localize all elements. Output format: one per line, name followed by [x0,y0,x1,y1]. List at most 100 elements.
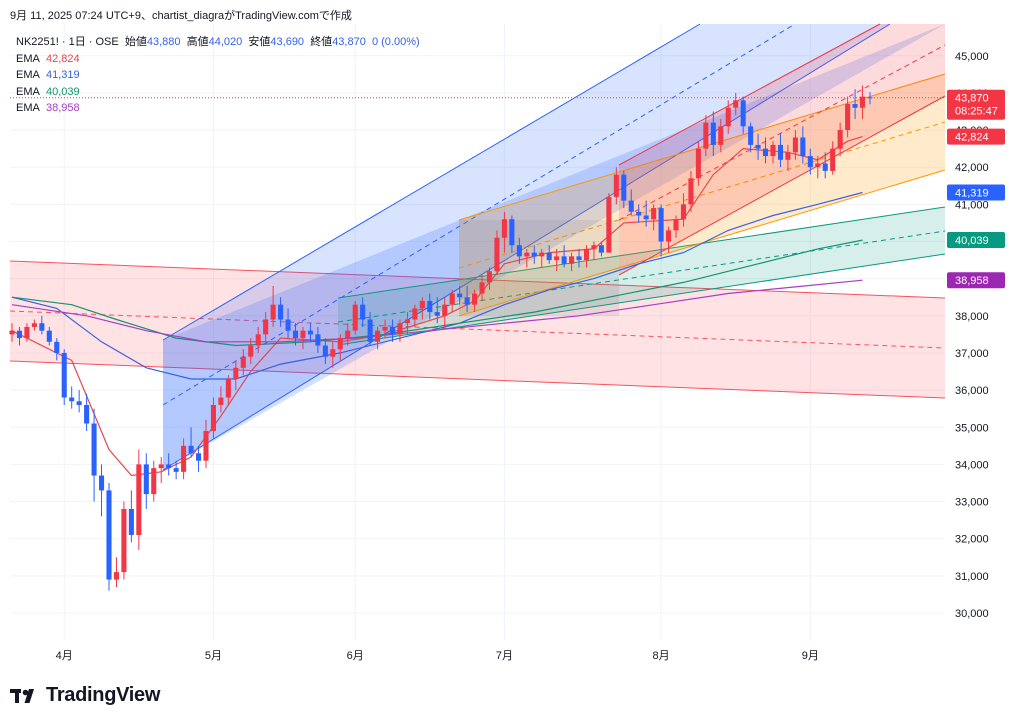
last-price-tag-bg [947,89,1005,120]
candle [725,100,731,134]
candle [54,338,60,361]
candle [860,85,866,119]
ema-row-3[interactable]: EMA 40,039 [16,84,420,101]
y-tick-label: 45,000 [955,51,989,63]
candle-body [240,356,246,368]
candle-body [860,96,866,108]
candle [292,323,299,346]
candle [501,211,507,253]
ema-label: EMA [16,69,40,81]
candle [815,156,821,179]
candle-body [449,293,455,305]
candle-body [76,401,82,405]
candle [151,460,157,502]
candle-body [695,148,701,179]
channel-mid [458,121,946,269]
candle [24,323,30,342]
ema-row-2[interactable]: EMA 41,319 [16,67,420,84]
candle-body [598,245,604,253]
channel-line [162,23,701,341]
candle-body [270,304,276,320]
ema-label: EMA [16,102,40,114]
candle-body [337,338,343,350]
candle-body [628,200,634,212]
candle-body [509,219,515,246]
candle-body [680,204,687,220]
candle [240,349,246,376]
ema-row-1[interactable]: EMA 42,824 [16,51,420,68]
candle-body [166,464,172,469]
candle [255,326,261,353]
close-value: 43,870 [332,36,366,48]
ema-label: EMA [16,52,40,65]
candle-body [352,304,358,331]
candle-body [785,152,791,160]
candle [427,293,433,320]
candle [166,453,172,476]
candle [845,96,851,138]
candle-body [69,397,75,402]
x-tick-label: 4月 [56,650,73,662]
candle-body [404,319,410,324]
ema-label: EMA [16,85,40,98]
candle [486,267,493,290]
candle [643,200,649,227]
candle-body [486,271,493,283]
channel-line [9,260,946,299]
channel-mid [618,44,946,221]
candle [278,297,284,327]
candle [658,204,664,257]
candle [330,341,336,368]
candle [173,460,179,480]
candle-body [703,122,709,149]
candle-body [546,252,552,261]
candle-body [755,144,761,149]
candle [763,137,769,164]
candle-body [31,323,37,327]
candle [181,438,187,480]
candle [16,326,22,346]
y-tick-label: 31,000 [955,571,989,583]
candle [710,111,716,157]
candle [307,323,313,342]
candle-body [188,445,194,454]
ema-value: 40,039 [45,85,80,98]
candle [680,193,687,227]
candle [479,274,485,301]
ema-tag-value: 40,039 [955,235,989,247]
y-tick-label: 32,000 [955,534,989,546]
candle-body [255,334,261,346]
candle-body [61,352,67,398]
high-label: 高値 [186,36,209,48]
x-tick-label: 6月 [347,650,364,662]
candle-body [837,130,843,149]
candle [442,297,448,327]
candle-body [84,404,90,424]
candle-body [442,304,448,316]
candle-body [822,163,828,171]
candle [322,338,328,365]
candle [69,386,75,409]
ema-value: 41,319 [45,69,80,81]
candle [695,141,701,186]
candle [360,297,366,327]
candle-body [479,282,485,294]
candle [106,482,112,591]
candle-body [807,156,813,168]
brand-text: TradingView [46,684,161,706]
candle [91,408,97,502]
candle [285,308,291,339]
candle-body [427,300,433,313]
candle-body [292,330,299,339]
y-tick-label: 36,000 [955,385,989,397]
candle-body [218,397,224,405]
candle-body [136,464,142,535]
symbol-label[interactable]: NK2251! · 1日 · OSE [16,36,119,48]
ema-row-4[interactable]: EMA 38,958 [16,100,420,117]
candle [524,248,530,268]
candle [419,297,425,320]
tradingview-logo[interactable]: TradingView [10,684,160,707]
ema-value: 42,824 [45,52,80,65]
